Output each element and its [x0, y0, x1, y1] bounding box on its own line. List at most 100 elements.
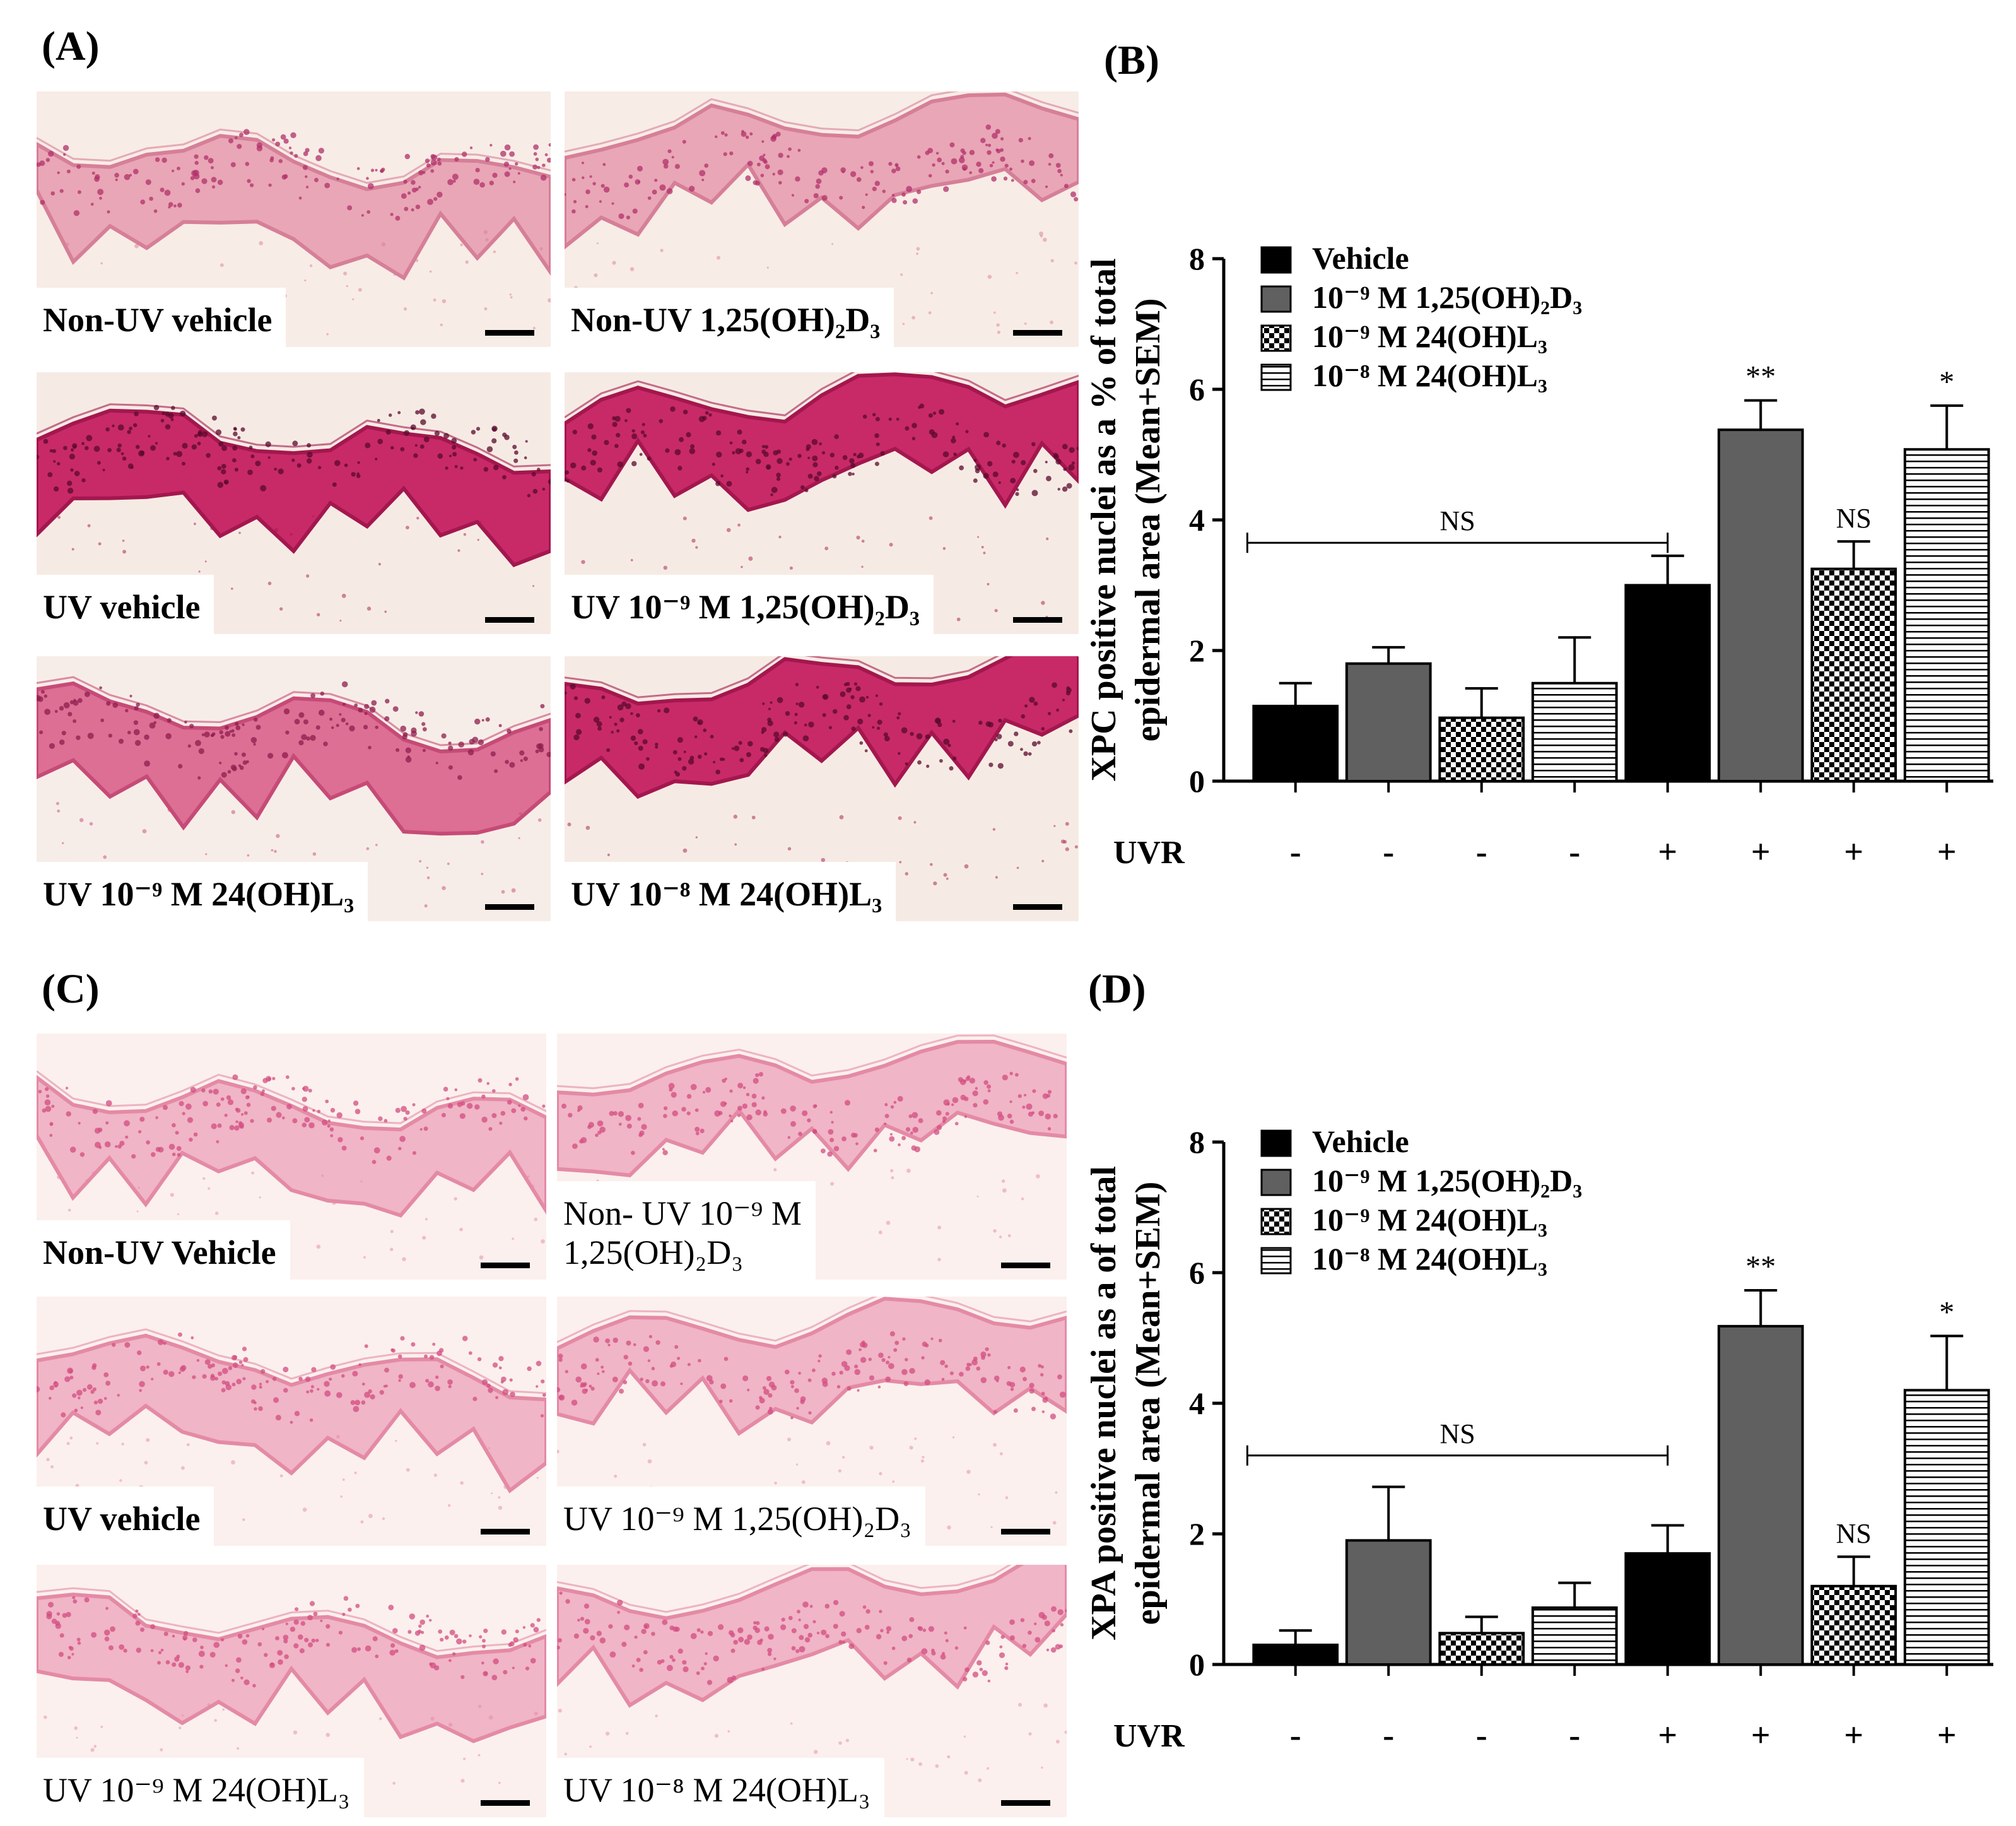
micrograph-caption-line: UV vehicle: [43, 1499, 201, 1538]
scale-bar: [485, 617, 534, 623]
micrograph-caption: UV 10⁻⁹ M 24(OH)L₃: [37, 1757, 364, 1817]
micrograph-caption: Non-UV Vehicle: [37, 1220, 290, 1280]
micrograph-caption: UV vehicle: [37, 574, 214, 634]
uvr-sign: -: [1476, 1716, 1487, 1754]
bar: [1345, 662, 1432, 783]
panel-label-d: (D): [1088, 966, 1146, 1012]
micrograph-caption: UV 10⁻⁹ M 1,25(OH)₂D₃: [565, 574, 934, 634]
micrograph-tile: UV vehicle: [37, 372, 551, 634]
uvr-sign: +: [1658, 833, 1677, 871]
scale-bar: [485, 330, 534, 336]
legend-swatch: [1260, 1129, 1292, 1157]
significance-label: *: [1939, 1295, 1954, 1329]
uvr-sign: +: [1844, 1716, 1863, 1754]
bar: [1345, 1539, 1432, 1666]
uvr-sign: -: [1290, 833, 1301, 871]
scale-bar: [1001, 1529, 1050, 1534]
bar: [1810, 1584, 1897, 1666]
chart-d-xpa: 0 2 4 6 8 XPA positive nuclei as a of total ep…: [1072, 1060, 2016, 1779]
micrograph-caption-line: Non-UV 1,25(OH)₂D₃: [571, 300, 881, 339]
legend-label: 10⁻⁹ M 1,25(OH)₂D₃: [1312, 1163, 1582, 1198]
uvr-label: UVR: [1113, 1718, 1185, 1754]
uvr-sign: +: [1751, 833, 1771, 871]
bar: [1903, 1389, 1990, 1666]
legend-swatch: [1260, 1247, 1292, 1275]
legend-swatch: [1260, 1208, 1292, 1235]
micrograph-caption-line: Non-UV vehicle: [43, 300, 273, 339]
legend-label: Vehicle: [1312, 1124, 1409, 1159]
scale-bar: [1013, 330, 1062, 336]
bar: [1531, 681, 1618, 782]
y-tick-label: 6: [1189, 1255, 1205, 1290]
micrograph-tile: UV 10⁻⁹ M 1,25(OH)₂D₃: [557, 1297, 1067, 1546]
legend-label: 10⁻⁹ M 1,25(OH)₂D₃: [1312, 280, 1582, 315]
scale-bar: [485, 904, 534, 910]
micrograph-caption: UV 10⁻⁹ M 1,25(OH)₂D₃: [557, 1486, 925, 1546]
uvr-sign: -: [1383, 1716, 1394, 1754]
micrograph-caption: Non-UV vehicle: [37, 287, 286, 347]
scale-bar: [481, 1263, 530, 1268]
micrograph-caption: Non-UV 1,25(OH)₂D₃: [565, 287, 894, 347]
legend-label: 10⁻⁸ M 24(OH)L₃: [1312, 358, 1547, 393]
y-tick-label: 4: [1189, 1386, 1205, 1421]
significance-label: NS: [1836, 503, 1872, 534]
micrograph-caption-line: 1,25(OH)₂D₃: [563, 1233, 744, 1271]
micrograph-caption-line: UV 10⁻⁹ M 1,25(OH)₂D₃: [571, 587, 920, 626]
legend-swatch: [1260, 246, 1292, 274]
micrograph-caption: Non- UV 10⁻⁹ M 1,25(OH)₂D₃: [557, 1181, 816, 1280]
y-tick-label: 2: [1189, 633, 1205, 668]
micrograph-caption-line: UV 10⁻⁹ M 1,25(OH)₂D₃: [563, 1499, 911, 1538]
uvr-sign: -: [1476, 833, 1487, 871]
legend-swatch: [1260, 1169, 1292, 1196]
uvr-sign: +: [1751, 1716, 1771, 1754]
significance-label: **: [1745, 360, 1776, 394]
uvr-sign: +: [1658, 1716, 1677, 1754]
uvr-sign: +: [1844, 833, 1863, 871]
legend-label: 10⁻⁸ M 24(OH)L₃: [1312, 1241, 1547, 1276]
significance-label: *: [1939, 365, 1954, 399]
micrograph-caption-line: UV 10⁻⁹ M 24(OH)L₃: [43, 1770, 350, 1809]
y-tick-label: 2: [1189, 1516, 1205, 1552]
panel-label-c: (C): [42, 966, 100, 1012]
scale-bar: [1001, 1263, 1050, 1268]
ns-bracket-label: NS: [1439, 1418, 1475, 1449]
uvr-sign: -: [1290, 1716, 1301, 1754]
scale-bar: [481, 1529, 530, 1534]
micrograph-caption: UV 10⁻⁸ M 24(OH)L₃: [557, 1757, 884, 1817]
uvr-sign: -: [1569, 1716, 1580, 1754]
y-axis-label: epidermal area (Mean+SEM): [1128, 298, 1168, 742]
y-tick-label: 6: [1189, 372, 1205, 407]
y-tick-label: 8: [1189, 241, 1205, 276]
uvr-sign: -: [1569, 833, 1580, 871]
y-axis-label: epidermal area (Mean+SEM): [1128, 1182, 1168, 1625]
chart-svg: 0 2 4 6 8 XPC positive nuclei as a % of total…: [1084, 240, 1993, 871]
micrograph-caption-line: UV vehicle: [43, 587, 201, 626]
significance-label: NS: [1836, 1518, 1872, 1549]
micrograph-caption: UV 10⁻⁹ M 24(OH)L₃: [37, 861, 368, 921]
legend-swatch: [1260, 363, 1292, 391]
micrograph-caption: UV 10⁻⁸ M 24(OH)L₃: [565, 861, 896, 921]
legend-swatch: [1260, 285, 1292, 313]
micrograph-caption-line: UV 10⁻⁸ M 24(OH)L₃: [563, 1770, 870, 1809]
micrograph-caption-line: UV 10⁻⁹ M 24(OH)L₃: [43, 875, 355, 913]
micrograph-caption-line: Non-UV Vehicle: [43, 1233, 276, 1271]
micrograph-caption: UV vehicle: [37, 1486, 214, 1546]
legend-label: 10⁻⁹ M 24(OH)L₃: [1312, 1202, 1547, 1237]
chart-b-xpc: 0 2 4 6 8 XPC positive nuclei as a % of total…: [1072, 177, 2016, 896]
micrograph-tile: Non-UV Vehicle: [37, 1034, 546, 1280]
uvr-sign: -: [1383, 833, 1394, 871]
panel-label-b: (B): [1104, 37, 1159, 83]
y-axis-label: XPC positive nuclei as a % of total: [1084, 258, 1123, 781]
y-axis-label: XPA positive nuclei as a of total: [1084, 1166, 1123, 1640]
bar: [1252, 704, 1339, 782]
scale-bar: [1013, 904, 1062, 910]
uvr-label: UVR: [1113, 835, 1185, 871]
micrograph-tile: Non-UV vehicle: [37, 91, 551, 347]
micrograph-tile: UV 10⁻⁹ M 24(OH)L₃: [37, 656, 551, 921]
legend-swatch: [1260, 324, 1292, 352]
scale-bar: [1013, 617, 1062, 623]
bar: [1624, 1552, 1711, 1666]
scale-bar: [481, 1800, 530, 1806]
y-tick-label: 8: [1189, 1124, 1205, 1160]
bar: [1717, 1324, 1804, 1666]
